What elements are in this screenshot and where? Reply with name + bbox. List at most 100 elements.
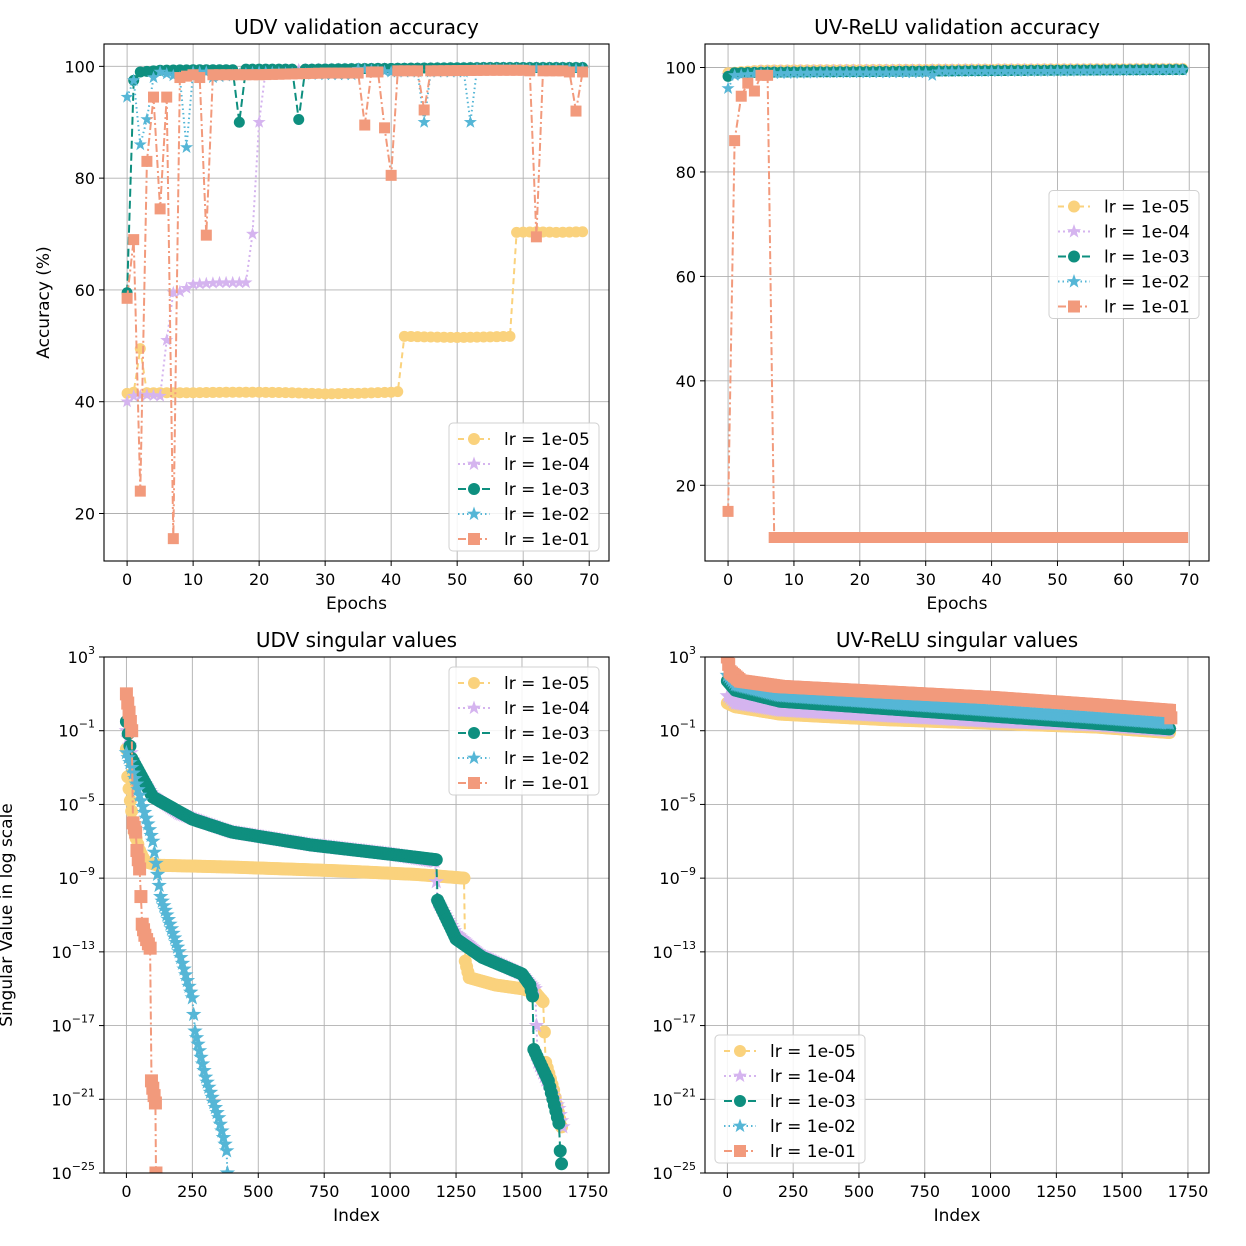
data-point <box>854 532 866 543</box>
data-point <box>136 804 153 820</box>
x-tick-label: 30 <box>916 570 936 589</box>
data-point <box>1050 64 1064 77</box>
data-point <box>755 69 767 81</box>
data-point <box>814 532 826 543</box>
data-point <box>141 821 158 837</box>
data-point <box>445 65 457 77</box>
data-point <box>194 1055 211 1071</box>
data-point <box>1077 64 1091 77</box>
data-point <box>1032 532 1044 543</box>
legend-marker <box>732 1068 748 1083</box>
data-point <box>431 65 443 77</box>
series-line <box>125 749 563 1128</box>
data-point <box>834 532 846 543</box>
data-point <box>552 1116 566 1130</box>
data-point <box>879 65 893 79</box>
data-point <box>160 66 174 80</box>
data-point <box>125 804 139 818</box>
data-point <box>160 911 177 927</box>
data-point <box>319 67 331 79</box>
data-point <box>193 65 207 78</box>
data-point <box>140 815 156 831</box>
data-point <box>384 65 398 78</box>
data-point <box>260 69 272 81</box>
data-point <box>180 281 194 294</box>
data-point <box>972 532 984 543</box>
x-tick-label: 20 <box>850 570 870 589</box>
data-point <box>537 1025 551 1039</box>
data-point <box>163 920 180 936</box>
x-tick-label: 1250 <box>436 1182 477 1201</box>
data-point <box>417 115 431 128</box>
data-point <box>153 389 167 402</box>
x-axis-label: Index <box>333 1206 380 1226</box>
chart-title: UDV singular values <box>256 628 457 652</box>
x-tick-label: 0 <box>122 570 132 589</box>
data-point <box>429 853 443 867</box>
legend-marker <box>1066 224 1082 238</box>
y-tick-label: 100 <box>665 59 696 78</box>
data-point <box>517 64 529 76</box>
data-point <box>157 902 173 917</box>
data-point <box>808 532 820 543</box>
chart-udv-acc: 0 10 20 30 40 50 60 70 20 40 60 80 100 UDV validation… <box>34 15 610 614</box>
data-point <box>846 65 860 79</box>
data-point <box>128 234 140 246</box>
data-point <box>1137 532 1149 543</box>
data-point <box>1131 532 1143 543</box>
data-point <box>211 1109 227 1125</box>
axes-frame <box>103 656 610 1174</box>
data-point <box>800 66 814 79</box>
y-tick-label: 103 <box>669 644 696 667</box>
series-lr_1e-05 <box>121 226 589 400</box>
data-point <box>887 532 899 543</box>
data-point <box>372 66 384 78</box>
legend: lr = 1e-05 lr = 1e-04 lr = 1e-03 lr = 1e-02… <box>448 666 600 796</box>
data-point <box>1116 63 1130 77</box>
data-point <box>293 68 305 80</box>
y-tick-label: 40 <box>676 372 696 391</box>
data-point <box>147 70 160 84</box>
series-lr_1e-01 <box>722 69 1189 543</box>
data-point <box>979 532 991 543</box>
data-point <box>985 64 999 77</box>
data-point <box>458 65 470 77</box>
data-point <box>511 64 523 76</box>
data-point <box>133 137 147 151</box>
y-axis-label: Singular Value in log scale <box>0 803 17 1027</box>
x-axis-label: Epochs <box>927 594 988 614</box>
data-point <box>457 871 471 885</box>
data-point <box>530 231 542 243</box>
data-point <box>131 787 148 802</box>
data-point <box>1170 532 1182 543</box>
data-point <box>780 66 794 79</box>
data-point <box>127 73 141 86</box>
y-tick-label: 20 <box>676 476 696 495</box>
data-point <box>219 1164 236 1173</box>
data-point <box>873 65 887 79</box>
x-tick-label: 40 <box>381 570 401 589</box>
data-point <box>133 862 147 876</box>
axes-frame <box>704 656 1210 1174</box>
legend-marker <box>468 433 480 445</box>
y-tick-label: 20 <box>75 504 95 523</box>
data-point <box>577 226 589 238</box>
data-point <box>728 68 742 81</box>
x-tick-label: 250 <box>778 1182 809 1201</box>
data-point <box>120 749 136 765</box>
data-point <box>200 229 212 241</box>
legend-marker <box>734 1145 746 1157</box>
data-point <box>220 69 232 81</box>
chart-uv-acc: 0 10 20 30 40 50 60 70 20 40 60 80 100 UV-ReLU valida… <box>665 15 1210 614</box>
data-point <box>1176 63 1190 76</box>
data-point <box>557 65 569 77</box>
x-tick-label: 0 <box>723 570 733 589</box>
data-point <box>218 1142 235 1158</box>
legend-label: lr = 1e-03 <box>1104 248 1190 268</box>
data-point <box>1143 63 1157 76</box>
x-tick-label: 1750 <box>568 1182 609 1201</box>
data-point <box>134 485 146 497</box>
data-point <box>555 1157 569 1171</box>
data-point <box>550 65 562 77</box>
data-point <box>124 759 140 775</box>
